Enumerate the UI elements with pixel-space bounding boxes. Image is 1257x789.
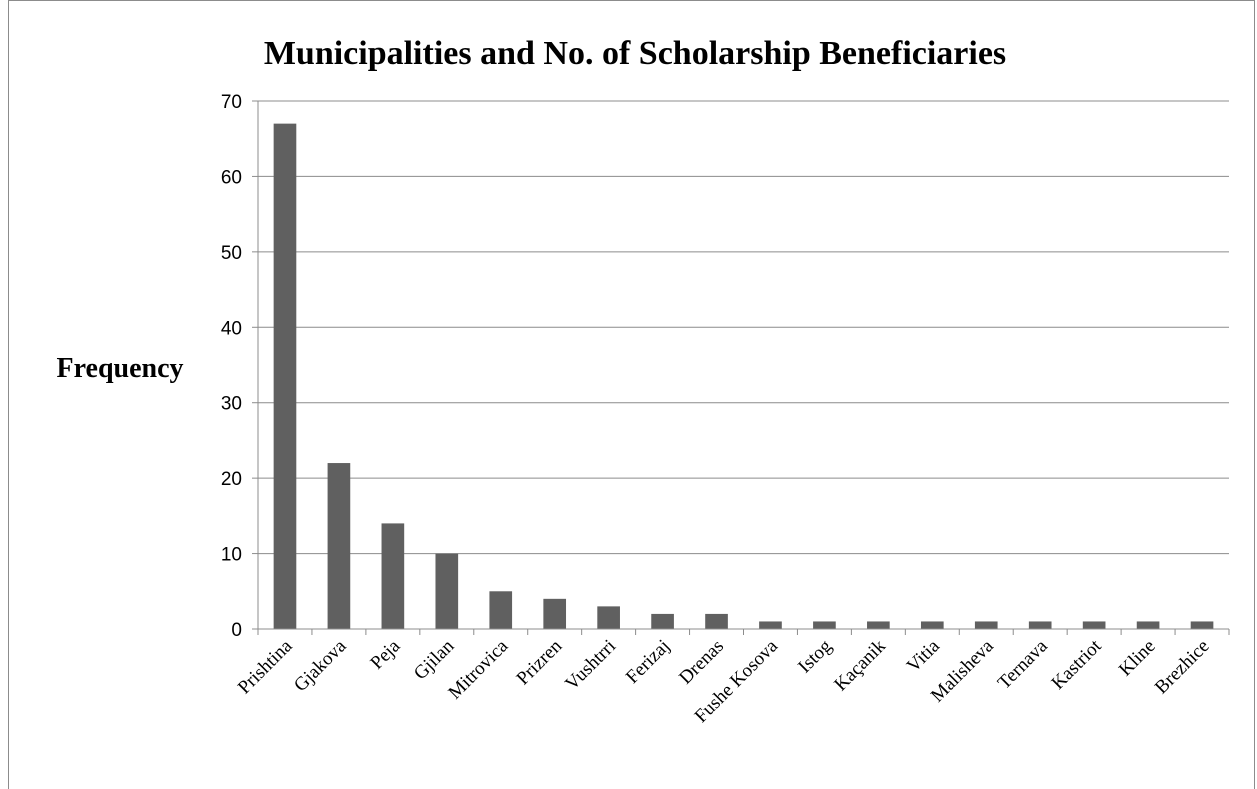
bar-vushtrri	[597, 606, 620, 629]
y-tick-label: 0	[231, 620, 242, 641]
axes	[257, 101, 1230, 635]
bar-prishtina	[273, 123, 297, 629]
gridlines	[258, 100, 1229, 555]
y-tick-label: 50	[221, 243, 242, 264]
x-tick-label: Kaçanik	[830, 635, 890, 695]
y-axis-ticks: 0 10 20 30 40 50 60 70	[221, 92, 258, 641]
bar-kastriot	[1082, 621, 1106, 629]
bar-brezhice	[1190, 621, 1214, 629]
bar-mitrovica	[489, 591, 513, 629]
bar-drenas	[705, 613, 728, 629]
x-tick-label: Ferizaj	[622, 636, 674, 688]
bar-prizren	[543, 598, 567, 629]
bar-istog	[813, 621, 836, 629]
bar-fushe-kosova	[759, 621, 782, 629]
bar-kline	[1136, 621, 1160, 629]
y-axis-label: Frequency	[56, 353, 183, 384]
x-tick-label: Gjakova	[290, 635, 351, 696]
chart-frame	[8, 0, 1255, 789]
x-tick-label: Prizren	[513, 635, 567, 689]
y-tick-label: 30	[221, 394, 242, 415]
x-tick-label: Prishtina	[234, 635, 297, 698]
x-tick-label: Drenas	[675, 636, 728, 689]
y-tick-label: 20	[221, 469, 242, 490]
bar-ka-anik	[867, 621, 890, 629]
x-tick-label: Istog	[794, 635, 836, 677]
chart-title: Municipalities and No. of Scholarship Be…	[264, 35, 1006, 72]
bar-gjakova	[327, 463, 351, 629]
y-tick-label: 60	[221, 167, 242, 188]
x-tick-label: Mitrovica	[444, 635, 512, 703]
x-tick-label: Ternava	[994, 635, 1052, 693]
bars	[273, 123, 1214, 629]
y-tick-label: 40	[221, 318, 242, 339]
x-tick-label: Kastriot	[1048, 635, 1107, 694]
bar-peja	[381, 523, 405, 629]
x-tick-label: Vitia	[903, 635, 944, 676]
bar-vitia	[920, 621, 944, 629]
bar-malisheva	[974, 621, 998, 629]
bar-gjilan	[435, 553, 459, 629]
bar-ternava	[1028, 621, 1052, 629]
y-tick-label: 70	[221, 92, 242, 113]
y-tick-label: 10	[221, 545, 242, 566]
x-tick-label: Peja	[366, 635, 404, 673]
x-tick-label: Kline	[1115, 636, 1160, 681]
x-tick-label: Brezhice	[1151, 636, 1214, 699]
bar-ferizaj	[651, 613, 674, 629]
x-tick-label: Vushtrri	[561, 636, 620, 695]
x-tick-label: Gjilan	[410, 635, 459, 684]
